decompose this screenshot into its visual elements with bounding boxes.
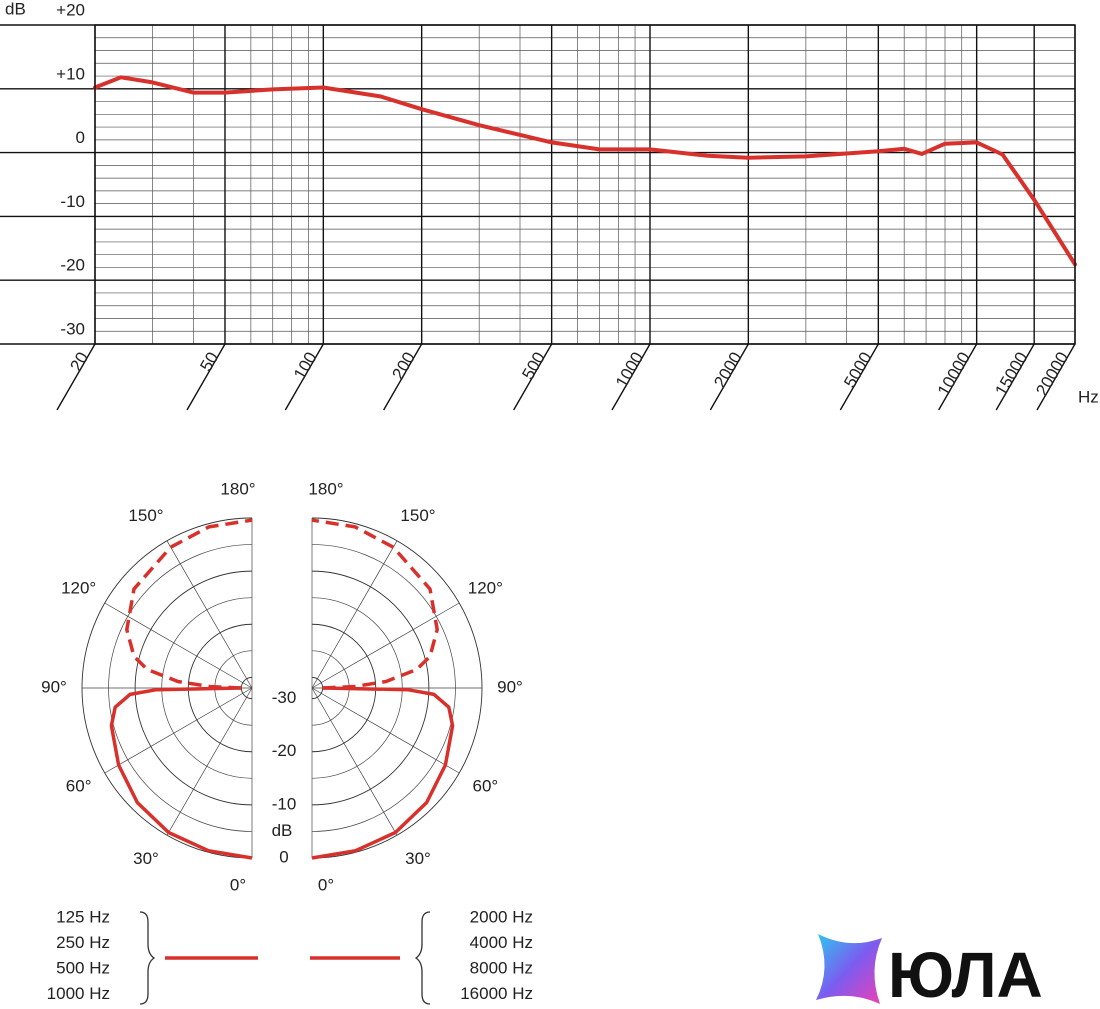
polar-line (311, 518, 439, 690)
logo-icon (816, 934, 882, 1004)
legend-bracket (414, 911, 431, 1005)
plot-frame (94, 24, 1076, 345)
x-tick-label: 20 (66, 349, 92, 375)
x-tick-label: 2000 (710, 349, 745, 391)
angle-label: 180° (308, 479, 343, 498)
angle-label: 120° (61, 578, 96, 597)
angle-label: 180° (220, 479, 255, 498)
r-axis-label: dB (272, 821, 293, 840)
spoke (166, 540, 253, 689)
x-tick-label: 50 (196, 349, 222, 375)
tick-mark (1036, 343, 1076, 411)
spoke (104, 687, 253, 774)
tick-mark (839, 343, 879, 411)
x-tick-label: 20000 (1032, 349, 1072, 399)
r-tick-label: 0 (279, 847, 288, 866)
legend-label: 2000 Hz (470, 907, 533, 926)
angle-label: 120° (468, 578, 503, 597)
spoke (166, 687, 253, 836)
tick-mark (995, 343, 1035, 411)
y-axis-label: dB (5, 0, 26, 18)
angle-label: 60° (472, 776, 498, 795)
x-tick-label: 1000 (612, 349, 647, 391)
legend-label: 125 Hz (56, 907, 110, 926)
polar-line (125, 518, 253, 690)
legend-label: 250 Hz (56, 933, 110, 952)
legend-label: 16000 Hz (460, 984, 533, 1003)
angle-label: 150° (128, 506, 163, 525)
r-tick-label: -20 (272, 741, 297, 760)
x-axis-label: Hz (1078, 387, 1099, 406)
polar-line (311, 686, 455, 860)
x-tick-label: 10000 (934, 349, 974, 399)
legend-label: 4000 Hz (470, 933, 533, 952)
angle-label: 30° (133, 849, 159, 868)
r-tick-label: -30 (272, 688, 297, 707)
tick-mark (383, 343, 423, 411)
tick-mark (611, 343, 651, 411)
legend-label: 1000 Hz (47, 984, 110, 1003)
response-line (93, 75, 1077, 267)
angle-label: 0° (230, 875, 246, 894)
angle-label: 0° (318, 875, 334, 894)
polar-line (109, 686, 253, 860)
spoke (311, 687, 398, 836)
spoke (311, 687, 460, 774)
y-tick-label: 0 (76, 128, 85, 147)
angle-label: 30° (405, 849, 431, 868)
tick-mark (709, 343, 749, 411)
x-tick-label: 100 (290, 349, 321, 383)
tick-mark (513, 343, 553, 411)
x-tick-label: 500 (518, 349, 549, 383)
y-tick-label: +20 (56, 0, 85, 19)
angle-label: 60° (66, 776, 92, 795)
tick-mark (186, 343, 226, 411)
spoke (311, 540, 398, 689)
y-tick-label: +10 (56, 64, 85, 83)
legend-label: 500 Hz (56, 958, 110, 977)
legend-bracket (139, 911, 156, 1005)
r-tick-label: -10 (272, 794, 297, 813)
y-tick-label: -30 (60, 319, 85, 338)
y-tick-label: -20 (60, 256, 85, 275)
x-tick-label: 200 (388, 349, 419, 383)
tick-mark (938, 343, 978, 411)
spoke (104, 602, 253, 689)
angle-label: 90° (41, 677, 67, 696)
angle-label: 90° (497, 677, 523, 696)
tick-mark (284, 343, 324, 411)
tick-mark (56, 343, 96, 411)
logo-text: ЮЛА (888, 939, 1043, 1009)
legend-label: 8000 Hz (470, 958, 533, 977)
spoke (311, 602, 460, 689)
x-tick-label: 5000 (840, 349, 875, 391)
y-tick-label: -10 (60, 192, 85, 211)
x-tick-label: 15000 (991, 349, 1031, 399)
angle-label: 150° (400, 506, 435, 525)
